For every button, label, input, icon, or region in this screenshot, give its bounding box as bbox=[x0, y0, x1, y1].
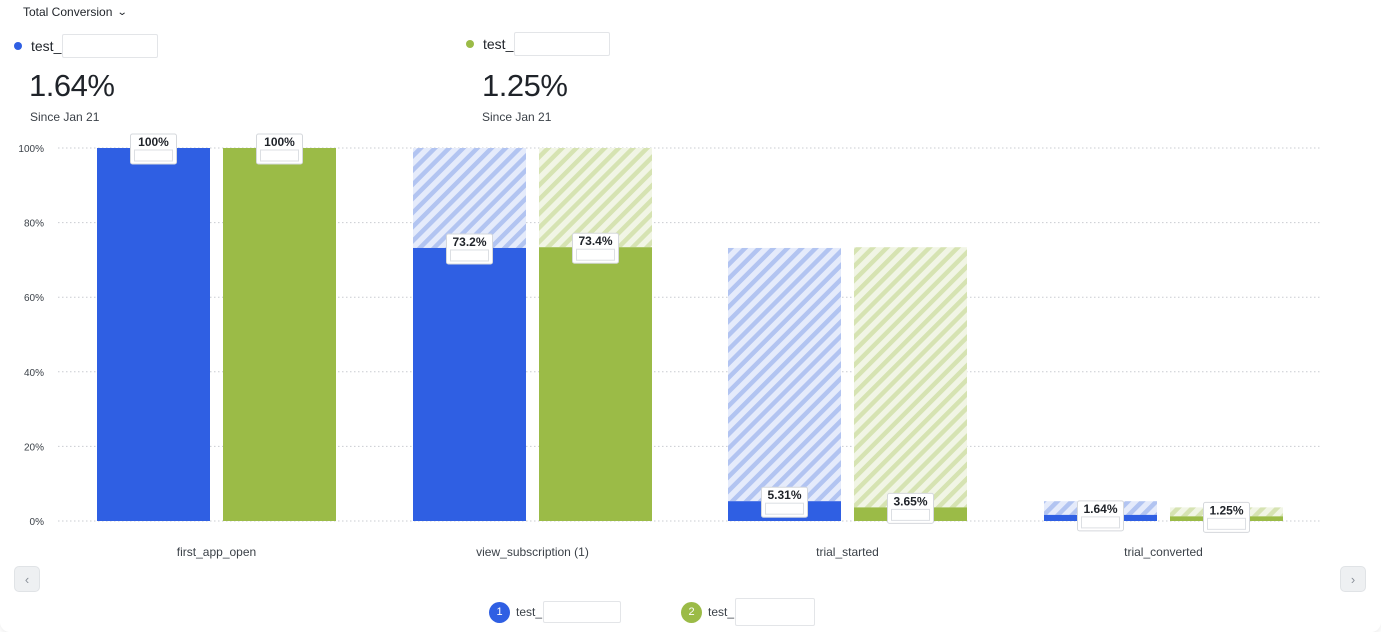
redacted-count-box bbox=[260, 149, 299, 162]
chevron-right-icon: › bbox=[1350, 571, 1356, 587]
chevron-left-icon: ‹ bbox=[24, 571, 30, 587]
conversion-bar[interactable] bbox=[97, 148, 210, 521]
bar-value-label: 100% bbox=[138, 135, 169, 149]
x-category-label: trial_converted bbox=[1124, 545, 1203, 559]
dropoff-bar[interactable] bbox=[728, 247, 841, 502]
scroll-left-button[interactable]: ‹ bbox=[14, 566, 40, 592]
redacted-name-box bbox=[514, 32, 611, 56]
series-dot-icon bbox=[466, 40, 474, 48]
legend-number-badge: 2 bbox=[681, 601, 703, 623]
chevron-down-icon: ⌄ bbox=[117, 6, 129, 18]
metric-dropdown-label: Total Conversion bbox=[23, 5, 113, 19]
x-category-label: trial_started bbox=[816, 545, 879, 559]
summary-name: test_ bbox=[483, 36, 514, 52]
metric-dropdown[interactable]: Total Conversion ⌄ bbox=[23, 5, 129, 19]
redacted-count-box bbox=[891, 508, 930, 521]
redacted-count-box bbox=[1081, 516, 1120, 529]
dropoff-bar[interactable] bbox=[854, 247, 967, 508]
bar-value-label: 73.4% bbox=[578, 234, 612, 248]
bar-value-label: 73.2% bbox=[452, 235, 486, 249]
summary-since: Since Jan 21 bbox=[482, 110, 552, 124]
chart-legend: 1 test_ 2 test_ bbox=[489, 598, 875, 626]
legend-item-1[interactable]: 1 test_ bbox=[489, 601, 622, 623]
bar-value-label: 5.31% bbox=[767, 488, 801, 502]
legend-name: test_ bbox=[708, 605, 735, 619]
y-tick-label: 0% bbox=[30, 517, 45, 528]
y-tick-label: 20% bbox=[24, 442, 44, 453]
summary-series-2: test_ 1.25% Since Jan 21 bbox=[466, 32, 611, 124]
legend-name: test_ bbox=[516, 605, 543, 619]
redacted-count-box bbox=[134, 149, 173, 162]
conversion-bar[interactable] bbox=[223, 148, 336, 521]
summary-value: 1.25% bbox=[482, 68, 568, 103]
conversion-bar[interactable] bbox=[413, 247, 526, 522]
bar-value-label: 1.64% bbox=[1083, 502, 1117, 516]
dropoff-bar[interactable] bbox=[413, 148, 526, 248]
bar-value-label: 1.25% bbox=[1209, 503, 1243, 517]
redacted-count-box bbox=[1207, 517, 1246, 530]
redacted-count-box bbox=[765, 502, 804, 515]
dropoff-bar[interactable] bbox=[539, 148, 652, 248]
series-dot-icon bbox=[14, 42, 22, 50]
summary-value: 1.64% bbox=[29, 68, 115, 103]
bar-value-label: 100% bbox=[264, 135, 295, 149]
redacted-name-box bbox=[543, 601, 622, 623]
redacted-count-box bbox=[576, 248, 615, 261]
summary-series-1: test_ 1.64% Since Jan 21 bbox=[14, 34, 159, 124]
redacted-count-box bbox=[450, 249, 489, 262]
y-tick-label: 80% bbox=[24, 219, 44, 230]
y-tick-label: 60% bbox=[24, 293, 44, 304]
legend-number-badge: 1 bbox=[489, 601, 510, 623]
redacted-name-box bbox=[62, 34, 159, 58]
redacted-name-box bbox=[735, 598, 816, 626]
x-category-label: first_app_open bbox=[177, 545, 256, 559]
summary-since: Since Jan 21 bbox=[30, 110, 100, 124]
x-category-label: view_subscription (1) bbox=[476, 545, 589, 559]
y-tick-label: 100% bbox=[18, 144, 44, 155]
summary-name: test_ bbox=[31, 38, 62, 54]
conversion-bar[interactable] bbox=[539, 247, 652, 521]
bar-value-label: 3.65% bbox=[893, 494, 927, 508]
scroll-right-button[interactable]: › bbox=[1340, 566, 1366, 592]
y-tick-label: 40% bbox=[24, 368, 44, 379]
legend-item-2[interactable]: 2 test_ bbox=[681, 598, 816, 626]
